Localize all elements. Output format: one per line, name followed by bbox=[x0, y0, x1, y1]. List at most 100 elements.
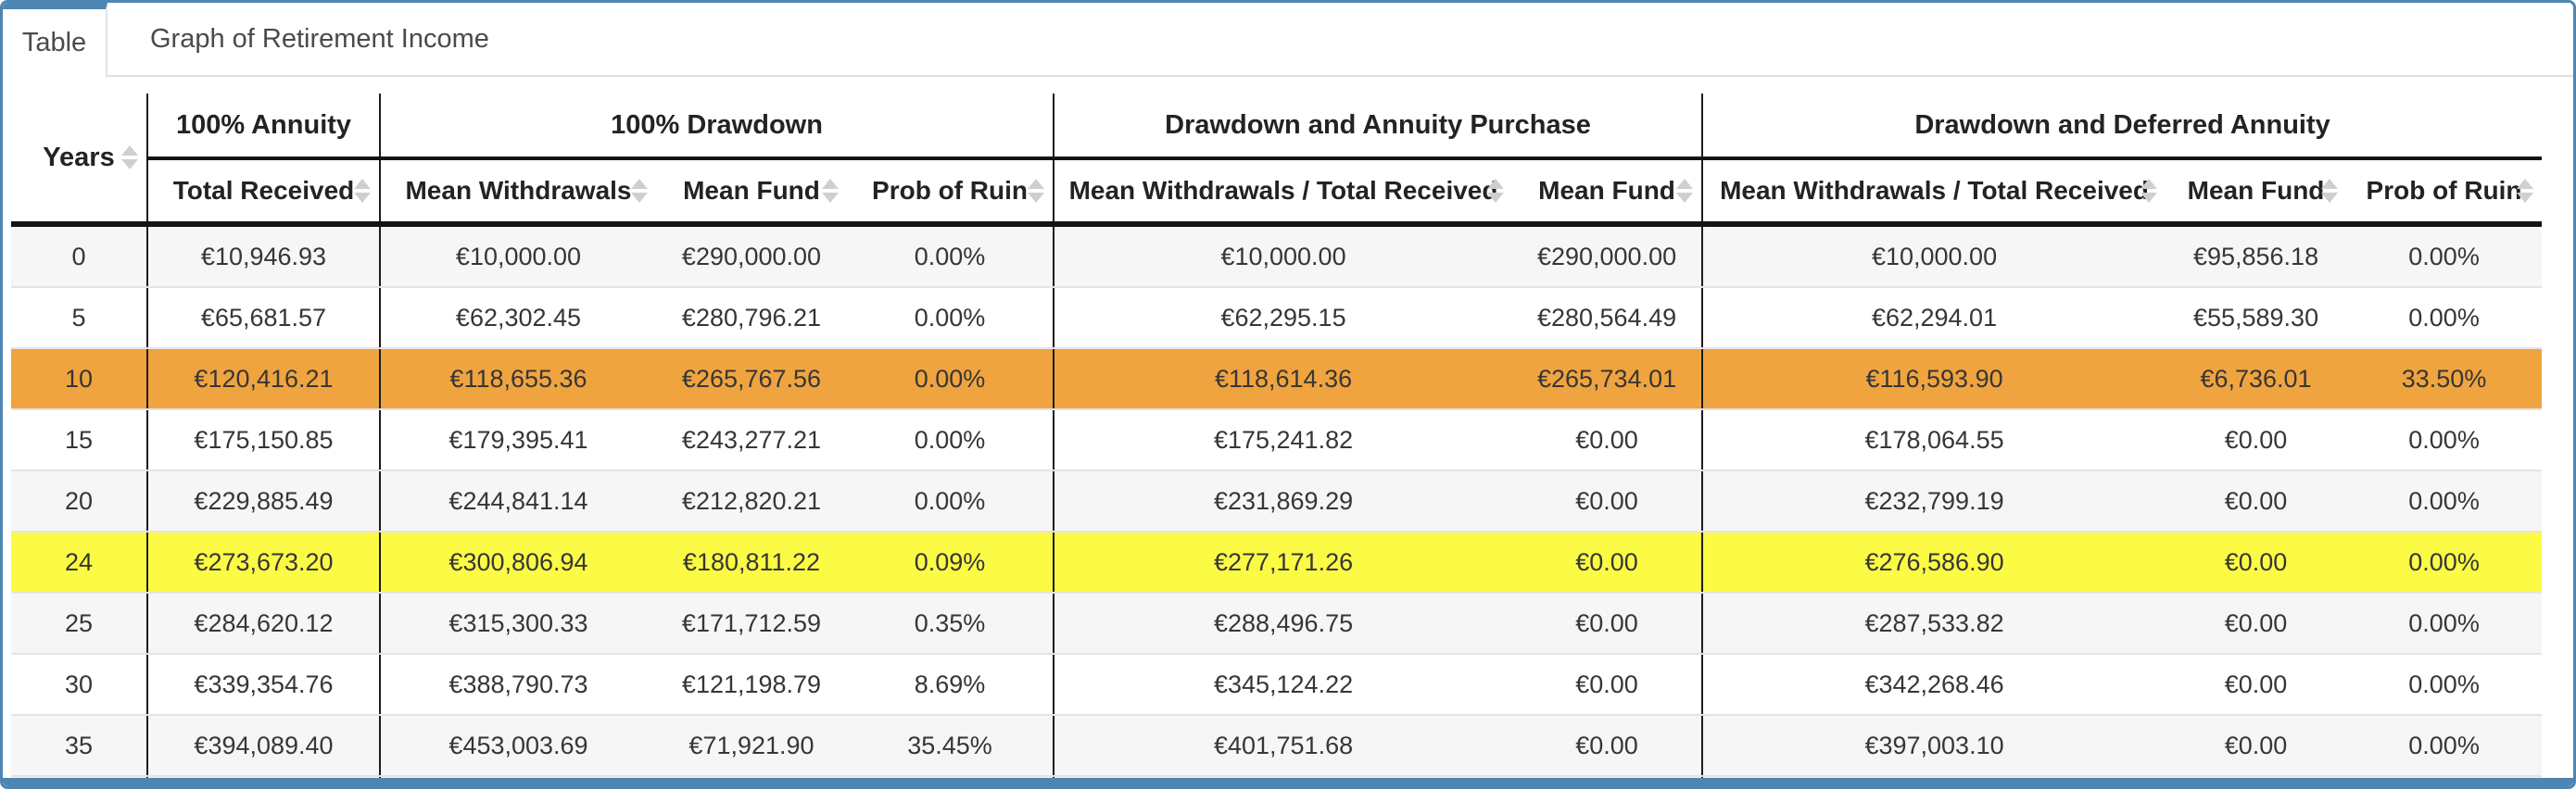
column-header-row: Total Received Mean Withdrawals Mean Fun… bbox=[11, 158, 2543, 227]
table-cell: €339,354.76 bbox=[146, 654, 380, 716]
table-cell: €265,767.56 bbox=[656, 348, 847, 410]
table-cell: €265,734.01 bbox=[1512, 348, 1703, 410]
table-cell: 0.00% bbox=[847, 409, 1054, 471]
col-header-mw-tr-annuity-purchase[interactable]: Mean Withdrawals / Total Received bbox=[1053, 158, 1513, 227]
table-cell: €244,841.14 bbox=[379, 470, 656, 532]
table-cell: €0.00 bbox=[1512, 715, 1703, 777]
years-cell: 35 bbox=[11, 715, 147, 777]
table-cell: €229,885.49 bbox=[146, 470, 380, 532]
col-header-years[interactable]: Years bbox=[11, 94, 147, 227]
table-cell: €10,946.93 bbox=[146, 224, 380, 288]
col-header-label: Mean Fund bbox=[2187, 176, 2325, 205]
table-cell: €280,564.49 bbox=[1512, 287, 1703, 349]
col-header-prob-of-ruin-deferred-annuity[interactable]: Prob of Ruin bbox=[2346, 158, 2543, 227]
table-row[interactable]: 0 €10,946.93 €10,000.00 €290,000.00 0.00% €10… bbox=[11, 224, 2543, 288]
table-cell: €120,416.21 bbox=[146, 348, 380, 410]
table-cell: €315,300.33 bbox=[379, 593, 656, 655]
tab-table[interactable]: Table bbox=[3, 3, 107, 77]
table-cell: €0.00 bbox=[2166, 654, 2347, 716]
table-cell: €0.00 bbox=[2166, 715, 2347, 777]
table-cell: €175,241.82 bbox=[1053, 409, 1513, 471]
table-body: 0 €10,946.93 €10,000.00 €290,000.00 0.00% €10… bbox=[11, 224, 2543, 777]
table-row[interactable]: 24 €273,673.20 €300,806.94 €180,811.22 0.09%… bbox=[11, 532, 2543, 594]
table-cell: 0.00% bbox=[2346, 287, 2543, 349]
table-cell: €0.00 bbox=[1512, 409, 1703, 471]
table-cell: 0.00% bbox=[2346, 409, 2543, 471]
table-cell: €62,295.15 bbox=[1053, 287, 1513, 349]
table-cell: €232,799.19 bbox=[1701, 470, 2166, 532]
table-cell: 8.69% bbox=[847, 654, 1054, 716]
table-cell: 0.00% bbox=[847, 470, 1054, 532]
table-cell: €118,614.36 bbox=[1053, 348, 1513, 410]
table-cell: 0.00% bbox=[2346, 532, 2543, 594]
table-cell: 0.35% bbox=[847, 593, 1054, 655]
tab-graph-label: Graph of Retirement Income bbox=[150, 23, 489, 54]
col-header-mean-fund-annuity-purchase[interactable]: Mean Fund bbox=[1512, 158, 1703, 227]
table-cell: €178,064.55 bbox=[1701, 409, 2166, 471]
table-cell: €175,150.85 bbox=[146, 409, 380, 471]
years-cell: 30 bbox=[11, 654, 147, 716]
col-header-label: Mean Withdrawals bbox=[405, 176, 632, 205]
table-cell: €55,589.30 bbox=[2166, 287, 2347, 349]
table-cell: 0.00% bbox=[847, 224, 1054, 288]
table-cell: €62,294.01 bbox=[1701, 287, 2166, 349]
table-cell: €342,268.46 bbox=[1701, 654, 2166, 716]
table-cell: €171,712.59 bbox=[656, 593, 847, 655]
years-cell: 5 bbox=[11, 287, 147, 349]
table-cell: €65,681.57 bbox=[146, 287, 380, 349]
table-cell: 0.00% bbox=[2346, 593, 2543, 655]
col-header-total-received[interactable]: Total Received bbox=[146, 158, 380, 227]
table-cell: €401,751.68 bbox=[1053, 715, 1513, 777]
table-cell: €0.00 bbox=[2166, 470, 2347, 532]
years-header-label: Years bbox=[43, 142, 115, 172]
sort-icon bbox=[1027, 179, 1045, 203]
col-header-mean-fund-deferred-annuity[interactable]: Mean Fund bbox=[2166, 158, 2347, 227]
group-header-drawdown-annuity-purchase: Drawdown and Annuity Purchase bbox=[1053, 94, 1703, 160]
table-cell: €10,000.00 bbox=[1701, 224, 2166, 288]
col-header-prob-of-ruin-drawdown[interactable]: Prob of Ruin bbox=[847, 158, 1054, 227]
horizontal-scrollbar[interactable] bbox=[3, 778, 2573, 786]
group-header-100-drawdown: 100% Drawdown bbox=[378, 94, 1054, 160]
table-row[interactable]: 5 €65,681.57 €62,302.45 €280,796.21 0.00% €62… bbox=[11, 287, 2543, 349]
table-row[interactable]: 10 €120,416.21 €118,655.36 €265,767.56 0.00%… bbox=[11, 348, 2543, 410]
table-cell: €0.00 bbox=[2166, 409, 2347, 471]
table-cell: €277,171.26 bbox=[1053, 532, 1513, 594]
table-cell: €397,003.10 bbox=[1701, 715, 2166, 777]
table-cell: 0.00% bbox=[2346, 470, 2543, 532]
col-header-mean-fund-drawdown[interactable]: Mean Fund bbox=[656, 158, 847, 227]
tab-bar: Table Graph of Retirement Income bbox=[3, 3, 2573, 77]
group-header-100-annuity: 100% Annuity bbox=[146, 94, 380, 160]
col-header-mean-withdrawals[interactable]: Mean Withdrawals bbox=[379, 158, 656, 227]
table-row[interactable]: 35 €394,089.40 €453,003.69 €71,921.90 35.45%… bbox=[11, 715, 2543, 777]
tab-graph-of-retirement-income[interactable]: Graph of Retirement Income bbox=[107, 3, 532, 75]
table-cell: €121,198.79 bbox=[656, 654, 847, 716]
table-row[interactable]: 30 €339,354.76 €388,790.73 €121,198.79 8.69%… bbox=[11, 654, 2543, 716]
table-cell: €284,620.12 bbox=[146, 593, 380, 655]
table-cell: €243,277.21 bbox=[656, 409, 847, 471]
years-cell: 15 bbox=[11, 409, 147, 471]
table-cell: €118,655.36 bbox=[379, 348, 656, 410]
table-cell: 0.00% bbox=[2346, 224, 2543, 288]
table-row[interactable]: 25 €284,620.12 €315,300.33 €171,712.59 0.35%… bbox=[11, 593, 2543, 655]
table-container: Years 100% Annuity 100% Drawdown Drawdow… bbox=[11, 94, 2573, 786]
table-cell: €10,000.00 bbox=[379, 224, 656, 288]
col-header-label: Mean Fund bbox=[1538, 176, 1675, 205]
table-cell: €0.00 bbox=[1512, 470, 1703, 532]
table-cell: €62,302.45 bbox=[379, 287, 656, 349]
years-cell: 25 bbox=[11, 593, 147, 655]
group-header-drawdown-deferred-annuity: Drawdown and Deferred Annuity bbox=[1701, 94, 2543, 160]
table-cell: €288,496.75 bbox=[1053, 593, 1513, 655]
table-cell: €0.00 bbox=[2166, 532, 2347, 594]
sort-icon bbox=[120, 145, 139, 169]
table-row[interactable]: 15 €175,150.85 €179,395.41 €243,277.21 0.00%… bbox=[11, 409, 2543, 471]
col-header-mw-tr-deferred-annuity[interactable]: Mean Withdrawals / Total Received bbox=[1701, 158, 2166, 227]
years-cell: 20 bbox=[11, 470, 147, 532]
sort-icon bbox=[1675, 179, 1694, 203]
col-header-label: Mean Fund bbox=[683, 176, 820, 205]
table-cell: €0.00 bbox=[1512, 654, 1703, 716]
years-cell: 0 bbox=[11, 224, 147, 288]
years-cell: 24 bbox=[11, 532, 147, 594]
table-row[interactable]: 20 €229,885.49 €244,841.14 €212,820.21 0.00%… bbox=[11, 470, 2543, 532]
sort-icon bbox=[2516, 179, 2534, 203]
